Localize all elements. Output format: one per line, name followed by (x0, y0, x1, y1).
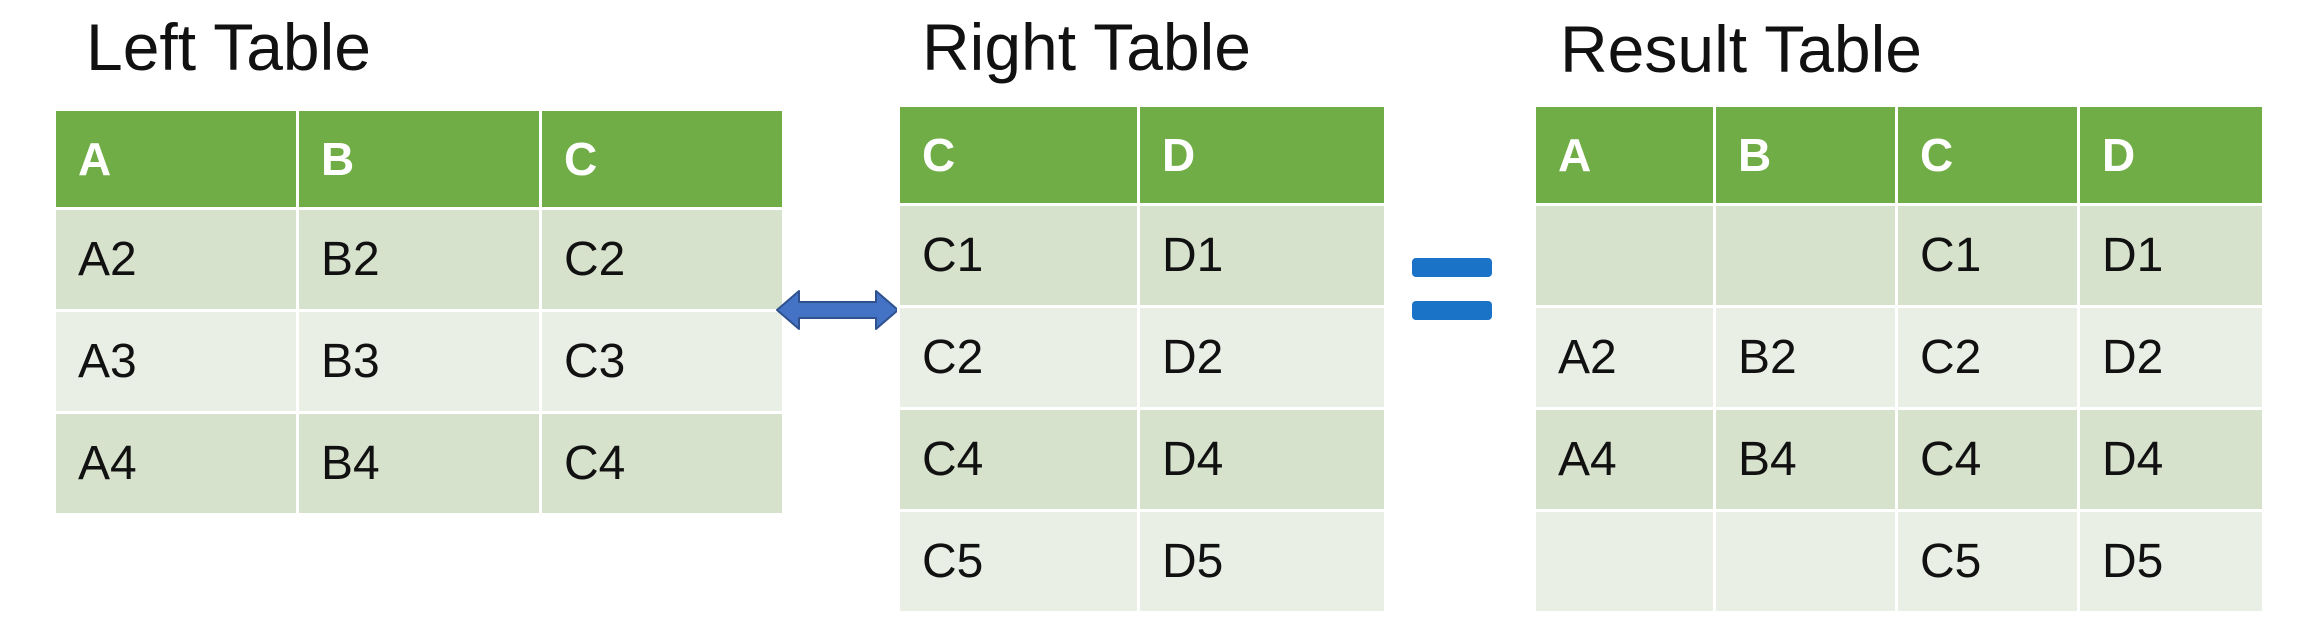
table-row: A2 B2 C2 (53, 207, 785, 312)
right-table-title: Right Table (922, 10, 1252, 84)
table-row: A4 B4 C4 (53, 411, 785, 516)
double-arrow-icon (776, 290, 899, 330)
table-cell: D2 (2077, 305, 2265, 410)
table-cell: C4 (539, 411, 785, 516)
table-cell: C1 (1895, 203, 2080, 308)
table-cell: C1 (897, 203, 1140, 308)
result-table-header-row: A B C D (1533, 104, 2265, 206)
table-cell: B2 (296, 207, 542, 312)
equals-bar (1412, 301, 1492, 320)
table-cell: A4 (53, 411, 299, 516)
table-row: A4 B4 C4 D4 (1533, 407, 2265, 512)
table-cell: D4 (2077, 407, 2265, 512)
table-cell: A2 (1533, 305, 1716, 410)
table-row: C2 D2 (897, 305, 1387, 410)
table-cell: B2 (1713, 305, 1898, 410)
right-table: C D C1 D1 C2 D2 C4 D4 C5 D5 (897, 104, 1387, 614)
table-cell (1713, 509, 1898, 614)
table-cell: D1 (2077, 203, 2265, 308)
left-table-title: Left Table (86, 10, 372, 84)
table-cell: D5 (1137, 509, 1387, 614)
table-cell: B4 (1713, 407, 1898, 512)
left-table-header-cell: C (539, 108, 785, 210)
left-table-header-cell: B (296, 108, 542, 210)
left-table-header-row: A B C (53, 108, 785, 210)
result-table-header-cell: B (1713, 104, 1898, 206)
table-cell (1713, 203, 1898, 308)
table-cell: C2 (539, 207, 785, 312)
table-row: C1 D1 (1533, 203, 2265, 308)
table-row: C5 D5 (897, 509, 1387, 614)
result-table: A B C D C1 D1 A2 B2 C2 D2 A4 B4 C4 D4 C5 (1533, 104, 2265, 614)
table-row: C1 D1 (897, 203, 1387, 308)
result-table-header-cell: C (1895, 104, 2080, 206)
table-cell (1533, 203, 1716, 308)
equals-bar (1412, 258, 1492, 277)
table-row: C4 D4 (897, 407, 1387, 512)
right-table-header-cell: D (1137, 104, 1387, 206)
table-cell: A4 (1533, 407, 1716, 512)
table-row: A3 B3 C3 (53, 309, 785, 414)
table-cell: B4 (296, 411, 542, 516)
table-cell: C4 (1895, 407, 2080, 512)
table-row: C5 D5 (1533, 509, 2265, 614)
result-table-header-cell: A (1533, 104, 1716, 206)
right-table-header-row: C D (897, 104, 1387, 206)
result-table-title: Result Table (1560, 12, 1923, 86)
result-table-header-cell: D (2077, 104, 2265, 206)
equals-icon (1412, 258, 1492, 320)
table-cell (1533, 509, 1716, 614)
left-table: A B C A2 B2 C2 A3 B3 C3 A4 B4 C4 (53, 108, 785, 516)
left-table-header-cell: A (53, 108, 299, 210)
table-cell: A3 (53, 309, 299, 414)
table-cell: C5 (1895, 509, 2080, 614)
table-cell: B3 (296, 309, 542, 414)
table-cell: C2 (1895, 305, 2080, 410)
table-cell: D1 (1137, 203, 1387, 308)
table-cell: D5 (2077, 509, 2265, 614)
table-cell: D4 (1137, 407, 1387, 512)
table-cell: C4 (897, 407, 1140, 512)
table-cell: C2 (897, 305, 1140, 410)
right-table-header-cell: C (897, 104, 1140, 206)
table-cell: D2 (1137, 305, 1387, 410)
table-row: A2 B2 C2 D2 (1533, 305, 2265, 410)
table-cell: A2 (53, 207, 299, 312)
table-cell: C3 (539, 309, 785, 414)
table-cell: C5 (897, 509, 1140, 614)
